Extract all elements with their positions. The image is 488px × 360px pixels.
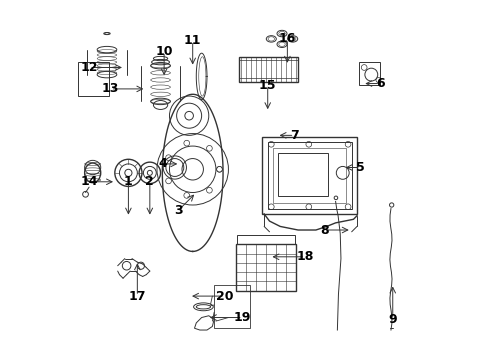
- Text: 2: 2: [145, 175, 154, 188]
- Bar: [78, 62, 108, 96]
- Bar: [262, 137, 356, 214]
- Text: 3: 3: [174, 204, 183, 217]
- Text: 20: 20: [216, 289, 233, 303]
- Text: 19: 19: [234, 311, 251, 324]
- Text: 5: 5: [355, 161, 364, 174]
- Text: 6: 6: [375, 77, 384, 90]
- Text: 18: 18: [296, 250, 313, 263]
- Text: 13: 13: [102, 82, 119, 95]
- Bar: [267, 143, 351, 208]
- Text: 4: 4: [158, 157, 166, 170]
- Bar: [358, 62, 380, 85]
- Bar: [237, 235, 294, 244]
- Bar: [272, 148, 346, 203]
- Bar: [235, 244, 296, 291]
- Text: 10: 10: [155, 45, 173, 58]
- Text: 12: 12: [80, 61, 98, 74]
- Text: 11: 11: [183, 34, 201, 47]
- Text: 14: 14: [80, 175, 98, 188]
- Text: 15: 15: [259, 79, 276, 92]
- Bar: [214, 285, 249, 328]
- Text: 9: 9: [387, 313, 396, 326]
- Bar: [278, 153, 328, 196]
- Text: 8: 8: [320, 224, 328, 237]
- Text: 7: 7: [289, 129, 298, 142]
- Bar: [239, 57, 298, 82]
- Text: 17: 17: [128, 289, 146, 303]
- Text: 16: 16: [278, 32, 295, 45]
- Text: 1: 1: [124, 175, 133, 188]
